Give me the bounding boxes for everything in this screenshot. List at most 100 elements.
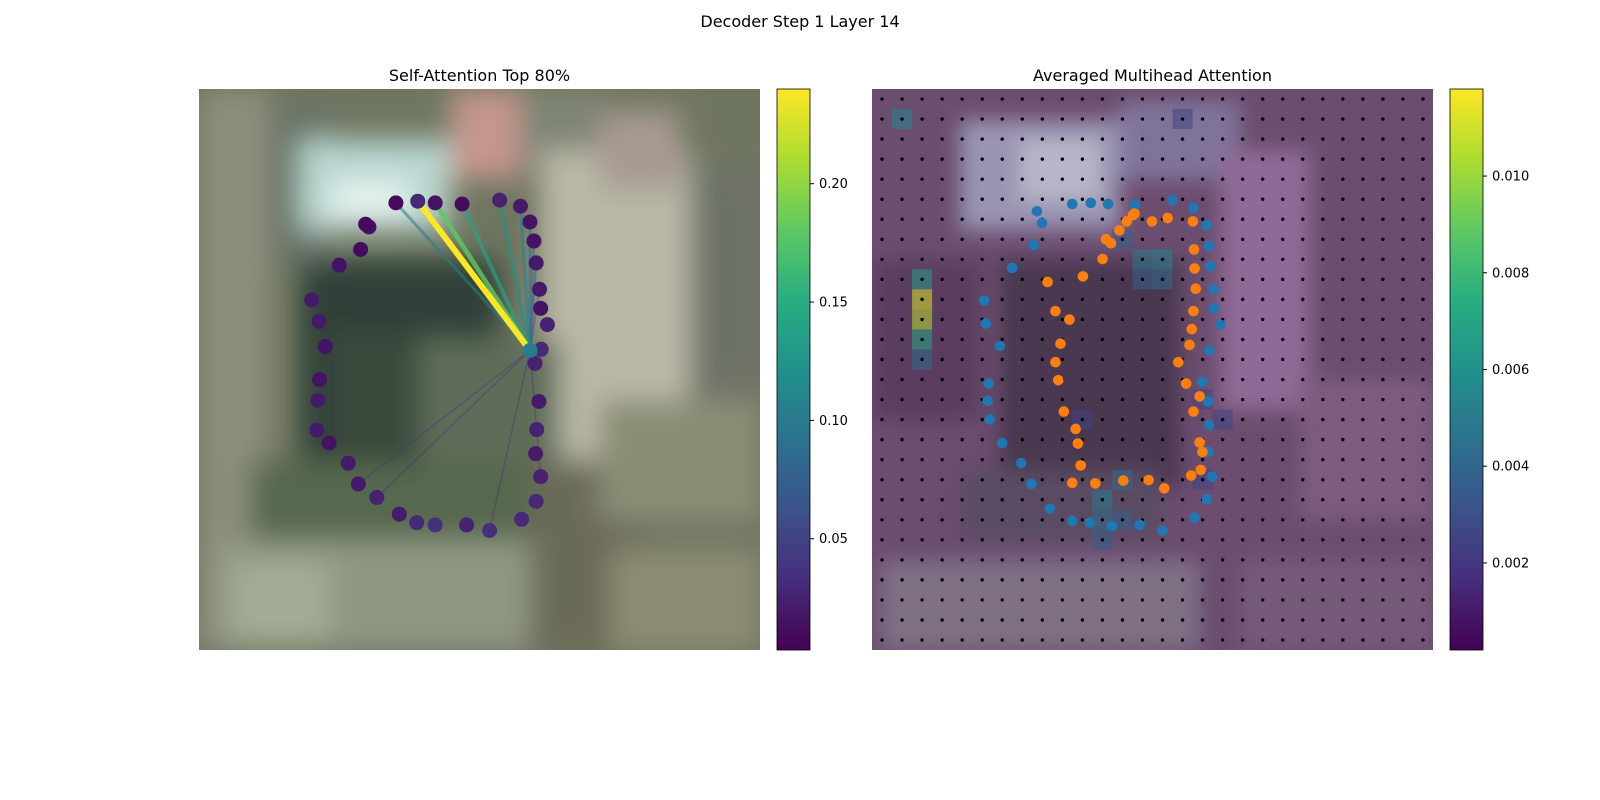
- grid-dot: [1020, 538, 1024, 542]
- grid-dot: [1120, 97, 1125, 101]
- keypoint-orange: [1070, 423, 1081, 435]
- grid-dot: [1080, 518, 1085, 522]
- keypoint: [358, 216, 374, 232]
- grid-dot: [1240, 337, 1245, 342]
- keypoint: [321, 435, 337, 451]
- grid-dot: [1220, 638, 1225, 642]
- grid-dot: [1301, 618, 1305, 622]
- grid-dot: [1000, 257, 1004, 262]
- grid-dot: [1321, 538, 1325, 542]
- grid-dot: [960, 97, 964, 101]
- grid-dot: [1080, 558, 1085, 562]
- grid-dot: [1421, 558, 1425, 562]
- grid-dot: [1020, 97, 1024, 101]
- grid-dot: [1160, 377, 1165, 382]
- grid-dot: [1281, 157, 1285, 161]
- grid-dot: [1040, 598, 1045, 602]
- grid-dot: [1341, 477, 1345, 482]
- keypoint-blue: [1203, 419, 1215, 431]
- grid-dot: [1160, 518, 1165, 522]
- grid-dot: [1060, 177, 1065, 181]
- grid-dot: [1020, 618, 1024, 622]
- keypoint-blue: [1201, 220, 1213, 231]
- grid-dot: [1281, 558, 1285, 562]
- grid-dot: [1421, 477, 1425, 482]
- grid-dot: [1321, 217, 1325, 221]
- grid-dot: [1341, 518, 1345, 522]
- grid-dot: [1301, 437, 1305, 442]
- grid-dot: [1220, 157, 1225, 161]
- grid-dot: [1120, 498, 1125, 502]
- grid-dot: [1100, 97, 1105, 101]
- grid-dot: [1020, 417, 1024, 422]
- grid-dot: [1100, 117, 1105, 121]
- grid-dot: [940, 498, 944, 502]
- grid-dot: [1421, 277, 1425, 282]
- grid-dot: [1200, 97, 1205, 101]
- grid-dot: [940, 377, 944, 382]
- attention-link: [357, 349, 531, 485]
- grid-dot: [1180, 297, 1185, 302]
- keypoint-blue: [1167, 194, 1178, 206]
- attention-link: [394, 201, 532, 352]
- grid-dot: [1200, 538, 1205, 542]
- grid-dot: [940, 337, 944, 342]
- grid-dot: [1421, 177, 1425, 181]
- grid-dot: [920, 437, 924, 442]
- grid-dot: [1200, 477, 1205, 482]
- keypoint-orange: [1188, 305, 1199, 317]
- grid-dot: [940, 417, 944, 422]
- grid-dot: [940, 397, 944, 402]
- grid-dot: [960, 217, 964, 221]
- grid-dot: [1240, 558, 1245, 562]
- grid-dot: [1120, 397, 1125, 402]
- grid-dot: [880, 217, 884, 221]
- grid-dot: [1260, 518, 1265, 522]
- keypoint: [528, 446, 544, 462]
- grid-dot: [960, 518, 964, 522]
- grid-dot: [1040, 618, 1045, 622]
- grid-dot: [1401, 598, 1405, 602]
- grid-dot: [1401, 237, 1405, 241]
- grid-dot: [1160, 457, 1165, 462]
- attention-link: [528, 288, 541, 352]
- grid-dot: [880, 397, 884, 402]
- grid-dot: [1220, 277, 1225, 282]
- keypoint-blue: [1066, 515, 1078, 527]
- grid-dot: [940, 357, 944, 362]
- grid-dot: [1341, 157, 1345, 161]
- grid-dot: [1321, 97, 1325, 101]
- grid-dot: [1080, 377, 1085, 382]
- grid-dot: [1361, 117, 1365, 121]
- grid-dot: [920, 337, 924, 342]
- grid-dot: [1000, 377, 1004, 382]
- keypoint: [539, 317, 555, 333]
- grid-dot: [1341, 437, 1345, 442]
- grid-dot: [980, 177, 984, 181]
- grid-dot: [880, 337, 884, 342]
- grid-dot: [1160, 578, 1165, 582]
- grid-dot: [1080, 117, 1085, 121]
- keypoint-orange: [1050, 305, 1061, 317]
- grid-dot: [1240, 157, 1245, 161]
- grid-dot: [1260, 97, 1265, 101]
- grid-dot: [1080, 578, 1085, 582]
- keypoint-orange: [1129, 208, 1140, 219]
- grid-dot: [1361, 97, 1365, 101]
- grid-dot: [1361, 498, 1365, 502]
- grid-dot: [900, 618, 904, 622]
- grid-dot: [880, 357, 884, 362]
- keypoint-blue: [1102, 198, 1114, 210]
- grid-dot: [1000, 357, 1004, 362]
- grid-dot: [1220, 437, 1225, 442]
- grid-dot: [1321, 477, 1325, 482]
- grid-dot: [980, 498, 984, 502]
- grid-dot: [980, 377, 984, 382]
- keypoint-orange: [1186, 323, 1198, 335]
- grid-dot: [1381, 117, 1385, 121]
- grid-dot: [1120, 538, 1125, 542]
- grid-dot: [1140, 197, 1145, 201]
- grid-dot: [1361, 578, 1365, 582]
- keypoint: [304, 292, 320, 308]
- grid-dot: [1361, 638, 1365, 642]
